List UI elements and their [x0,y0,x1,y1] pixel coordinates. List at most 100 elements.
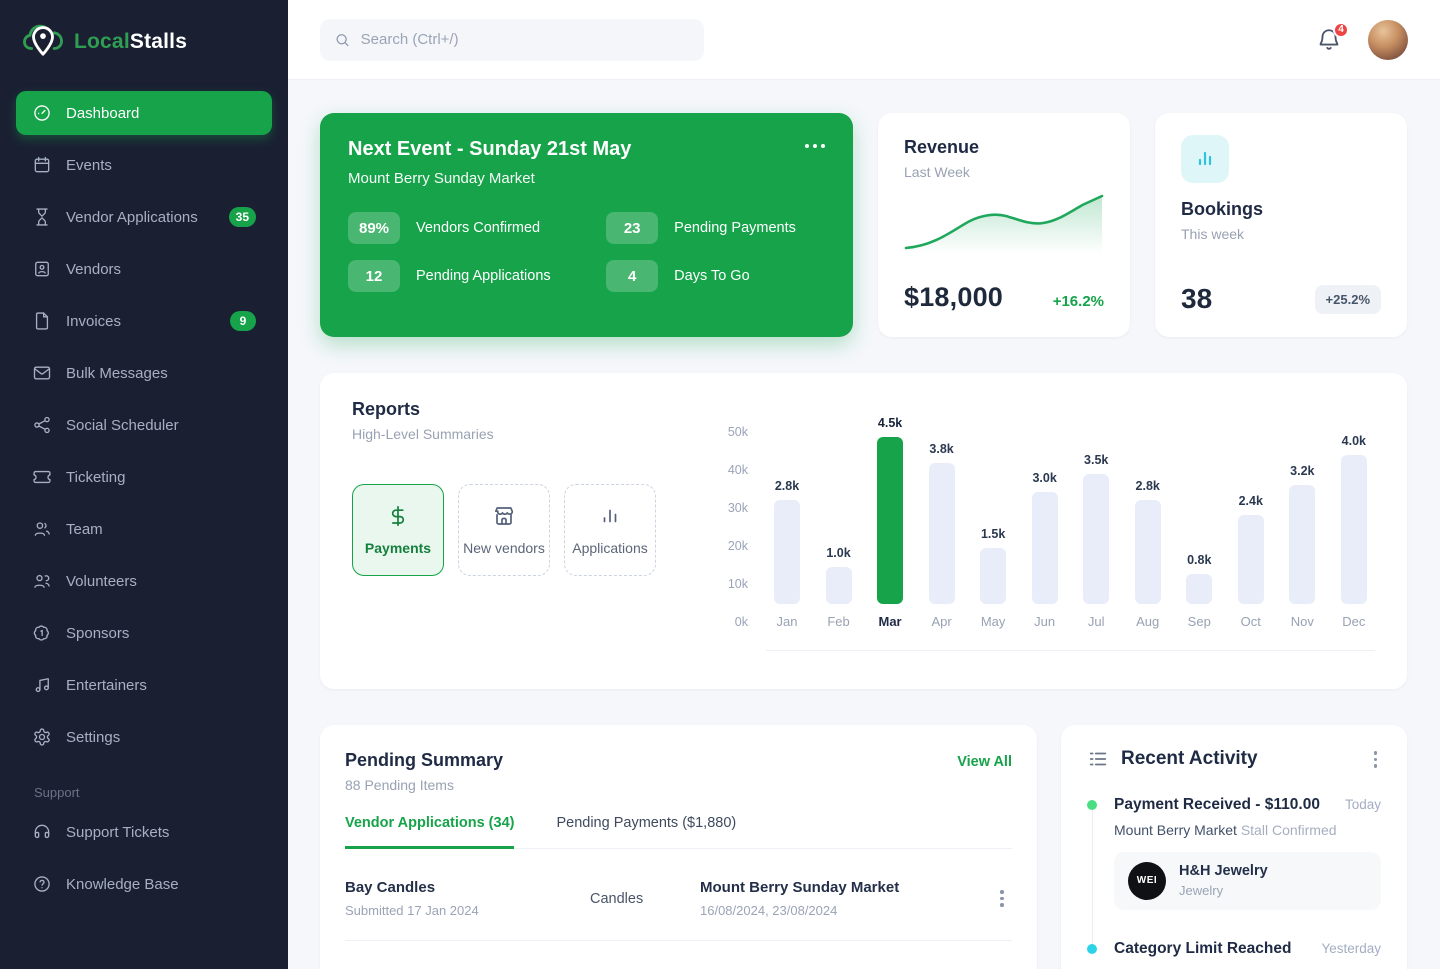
sidebar-item-label: Entertainers [66,676,147,694]
view-all-link[interactable]: View All [957,754,1012,770]
activity-timeline: Payment Received - $110.00 Today Mount Ber… [1087,796,1381,958]
revenue-sparkline [904,194,1104,254]
x-axis-label: Mar [878,614,902,629]
bar-jun: 3.0k Jun [1028,471,1062,629]
tab-pending-payments-1-880[interactable]: Pending Payments ($1,880) [556,815,737,831]
user-avatar[interactable] [1368,19,1408,60]
bar-value-label: 3.8k [929,442,954,456]
sidebar-item-vendor-applications[interactable]: Vendor Applications 35 [16,195,272,239]
sidebar-item-events[interactable]: Events [16,143,272,187]
sidebar-item-support-tickets[interactable]: Support Tickets [16,810,272,854]
calendar-icon [32,155,52,175]
topbar: 4 [288,0,1440,80]
report-type-buttons: Payments New vendors Applications [352,484,704,576]
count-badge: 9 [230,311,256,331]
y-axis-tick: 30k [727,501,748,515]
market-cell: Mount Berry Sunday Market 16/08/2024, 23/… [700,879,992,918]
report-button-label: Applications [572,540,648,556]
x-axis-label: Feb [827,614,850,629]
vendor-chip: WEI H&H Jewelry Jewelry [1114,851,1381,910]
question-icon [32,874,52,894]
reports-card: Reports High-Level Summaries Payments New… [320,373,1407,689]
reports-bar-chart: 50k 40k 30k 20k 10k 0k 2.8k Jan 1.0k Feb 4.5k Mar 3… [712,399,1375,663]
activity-dot [1087,799,1097,810]
sidebar-nav-main: Dashboard Events Vendor Applications 35 Vend… [0,91,288,759]
activity-menu-icon[interactable] [1370,747,1382,772]
logo: LocalStalls [0,0,288,81]
activity-item-header: Category Limit Reached Yesterday [1114,940,1381,958]
chart-bars: 2.8k Jan 1.0k Feb 4.5k Mar 3.8k Apr 1.5k May 3.0k J… [766,413,1375,629]
recent-activity-title: Recent Activity [1121,748,1258,770]
bars-icon [598,504,622,531]
sidebar-item-label: Bulk Messages [66,364,168,382]
sidebar-item-team[interactable]: Team [16,507,272,551]
bookings-chart-icon [1181,135,1229,183]
pending-row-bay-candles[interactable]: Bay Candles Submitted 17 Jan 2024 Candles M… [345,849,1012,941]
search-input[interactable] [360,31,690,48]
bar-value-label: 3.2k [1290,464,1315,478]
x-axis-label: Oct [1240,614,1261,629]
bar-sep: 0.8k Sep [1182,553,1216,629]
report-button-new-vendors[interactable]: New vendors [458,484,550,576]
bar-rect [1186,574,1213,604]
sidebar-item-settings[interactable]: Settings [16,715,272,759]
sidebar-item-label: Volunteers [66,572,137,590]
sidebar-item-sponsors[interactable]: Sponsors [16,611,272,655]
bookings-value: 38 [1181,283,1213,314]
sidebar-item-volunteers[interactable]: Volunteers [16,559,272,603]
tab-vendor-applications-34[interactable]: Vendor Applications (34) [345,815,515,849]
bar-rect [1134,500,1161,604]
sidebar-support-label: Support [34,785,80,800]
y-axis-tick: 0k [734,615,748,629]
more-options-icon[interactable] [805,138,825,148]
music-icon [32,675,52,695]
revenue-title: Revenue [904,137,980,157]
sidebar-item-dashboard[interactable]: Dashboard [16,91,272,135]
sidebar-item-vendors[interactable]: Vendors [16,247,272,291]
sidebar-item-social-scheduler[interactable]: Social Scheduler [16,403,272,447]
vendor-chip-category: Jewelry [1179,883,1224,898]
pending-summary-title: Pending Summary [345,750,504,770]
pending-tabs: Vendor Applications (34) Pending Payments… [345,815,1012,849]
activity-item-time: Yesterday [1321,940,1381,956]
store-icon [492,504,516,531]
notification-bell-icon[interactable]: 4 [1316,21,1349,53]
sidebar-item-label: Events [66,156,112,174]
headset-icon [32,822,52,842]
sidebar-item-bulk-messages[interactable]: Bulk Messages [16,351,272,395]
pending-summary-count: 88 Pending Items [345,777,454,793]
row-menu-icon[interactable] [992,886,1012,911]
bar-apr: 3.8k Apr [925,442,959,629]
report-button-applications[interactable]: Applications [564,484,656,576]
bar-dec: 4.0k Dec [1337,434,1371,629]
chart-plot: 2.8k Jan 1.0k Feb 4.5k Mar 3.8k Apr 1.5k May 3.0k J… [766,413,1375,663]
sidebar-item-invoices[interactable]: Invoices 9 [16,299,272,343]
bar-value-label: 2.8k [774,479,800,493]
pending-rows: Bay Candles Submitted 17 Jan 2024 Candles M… [345,849,1012,941]
bar-rect [1289,485,1316,604]
sidebar-item-knowledge-base[interactable]: Knowledge Base [16,862,272,906]
activity-sub-status: Stall Confirmed [1240,821,1337,838]
sidebar-item-entertainers[interactable]: Entertainers [16,663,272,707]
bookings-change-badge: +25.2% [1314,284,1381,314]
event-stat-label: Pending Payments [674,220,796,236]
sidebar: LocalStalls Dashboard Events Vendor Applic… [0,0,288,969]
y-axis-tick: 20k [727,539,748,553]
event-stat-value: 4 [606,260,659,292]
sidebar-item-ticketing[interactable]: Ticketing [16,455,272,499]
revenue-amount: $18,000 [904,282,1003,312]
activity-item-title: Category Limit Reached [1114,939,1292,957]
search-box[interactable] [320,18,704,61]
bar-may: 1.5k May [976,527,1010,629]
next-event-card: Next Event - Sunday 21st May Mount Berry… [320,113,853,337]
report-button-payments[interactable]: Payments [352,484,444,576]
x-axis-label: Apr [931,614,952,629]
bar-value-label: 3.5k [1084,453,1109,467]
bottom-cards-row: Pending Summary 88 Pending Items View Al… [320,725,1407,969]
hourglass-icon [32,207,52,227]
bar-value-label: 4.0k [1341,434,1367,448]
event-stat-days-to-go: 4 Days To Go [606,260,825,292]
activity-item-subtitle: Mount Berry Market Stall Confirmed [1114,822,1381,838]
y-axis-tick: 40k [727,463,748,477]
reports-subtitle: High-Level Summaries [352,426,494,442]
